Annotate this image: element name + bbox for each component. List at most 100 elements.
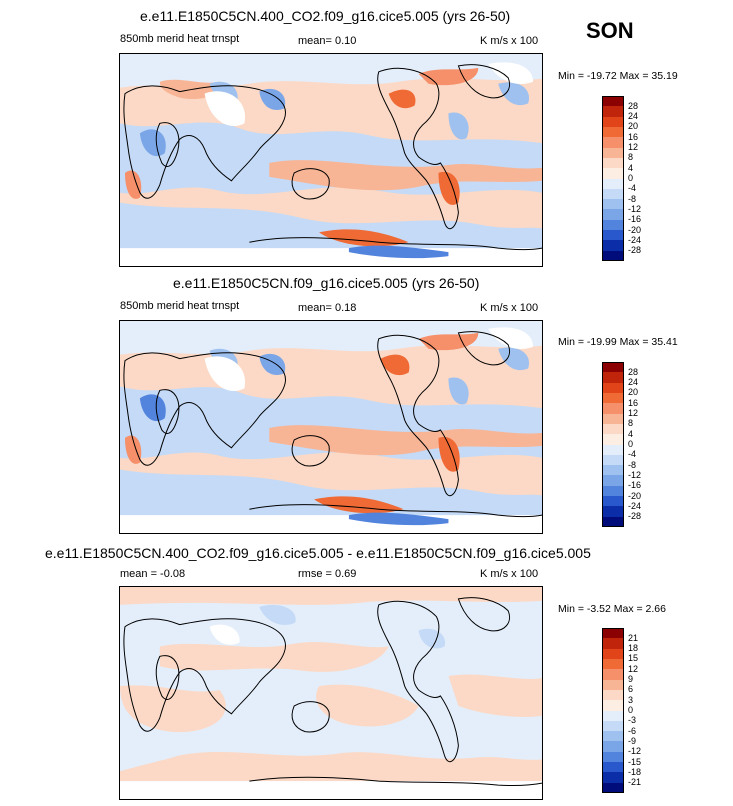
colorbar-swatch (602, 638, 624, 649)
colorbar-swatch (602, 648, 624, 660)
panel-3-left-label: mean = -0.08 (120, 568, 186, 580)
colorbar-swatch (602, 188, 624, 200)
colorbar-label: 12 (628, 663, 639, 674)
panel-2-center-label: mean= 0.18 (298, 302, 357, 314)
colorbar-label: 15 (628, 653, 639, 664)
colorbar-swatch (602, 219, 624, 231)
colorbar-swatch (602, 751, 624, 763)
colorbar-swatch (602, 230, 624, 241)
colorbar-label: 12 (628, 142, 639, 153)
colorbar-label: 28 (628, 100, 639, 111)
colorbar-label: -3 (628, 715, 637, 726)
colorbar-label: 21 (628, 632, 639, 643)
colorbar-swatch (602, 658, 624, 670)
colorbar-swatch (602, 96, 624, 107)
colorbar-label: 3 (628, 694, 634, 705)
colorbar-swatch (602, 168, 624, 179)
colorbar-swatch (602, 465, 624, 476)
colorbar-swatch (602, 403, 624, 414)
colorbar-swatch (602, 741, 624, 753)
colorbar-label: -18 (628, 766, 642, 777)
colorbar-label: 24 (628, 377, 639, 388)
colorbar-label: 0 (628, 705, 634, 715)
colorbar-swatch (602, 157, 624, 169)
colorbar-swatch (602, 628, 624, 639)
panel-1-title: e.e11.E1850C5CN.400_CO2.f09_g16.cice5.00… (140, 8, 511, 24)
colorbar-label: -9 (628, 735, 637, 746)
panel-3-center-label: rmse = 0.69 (298, 568, 357, 580)
panel-1-minmax: Min = -19.72 Max = 35.19 (558, 70, 678, 82)
colorbar-swatch (602, 762, 624, 773)
colorbar-swatch (602, 126, 624, 138)
colorbar-label: -28 (628, 245, 642, 256)
colorbar-label: 16 (628, 397, 639, 408)
panel-3-title: e.e11.E1850C5CN.400_CO2.f09_g16.cice5.00… (45, 545, 591, 561)
colorbar-swatch (602, 178, 624, 190)
panel-2-minmax: Min = -19.99 Max = 35.41 (558, 336, 678, 348)
colorbar-swatch (602, 382, 624, 394)
colorbar-label: 8 (628, 418, 634, 429)
colorbar-swatch (602, 250, 624, 262)
panel-2-map-field (120, 321, 542, 533)
colorbar-swatch (602, 147, 624, 159)
colorbar-swatch (602, 710, 624, 722)
colorbar-swatch (602, 444, 624, 456)
colorbar-swatch (602, 689, 624, 701)
panel-3-colorbar: 21 18 15 12 9 6 3 0 -3 -6 -9 -12 -15 -18 -21 (602, 628, 641, 794)
panel-1-left-label: 850mb merid heat trnspt (120, 33, 240, 45)
colorbar-swatch (602, 137, 624, 148)
colorbar-label: -8 (628, 459, 637, 470)
colorbar-swatch (602, 475, 624, 487)
colorbar-swatch (602, 772, 624, 783)
panel-1-map (119, 53, 543, 267)
colorbar-swatch (602, 116, 624, 128)
colorbar-swatch (602, 423, 624, 435)
colorbar-swatch (602, 496, 624, 507)
panel-3-map (119, 586, 543, 800)
colorbar-label: -6 (628, 725, 637, 736)
colorbar-label: -16 (628, 480, 642, 491)
colorbar-label: -15 (628, 756, 642, 767)
colorbar-label: 28 (628, 366, 639, 377)
panel-1-map-field (120, 54, 542, 266)
colorbar-swatch (602, 413, 624, 425)
colorbar-swatch (602, 731, 624, 742)
colorbar-swatch (602, 434, 624, 445)
colorbar-label: 20 (628, 387, 639, 398)
colorbar-swatch (602, 720, 624, 732)
panel-3-right-label: K m/s x 100 (480, 568, 539, 580)
colorbar-label: 20 (628, 121, 639, 132)
colorbar-swatch (602, 700, 624, 711)
colorbar-swatch (602, 372, 624, 383)
panel-2-colorbar: 28 24 20 16 12 8 4 0 -4 -8 -12 -16 -20 -24 -28 (602, 362, 641, 528)
panel-3-minmax: Min = -3.52 Max = 2.66 (558, 603, 666, 615)
colorbar-label: -8 (628, 193, 637, 204)
panel-2-right-label: K m/s x 100 (480, 302, 539, 314)
panel-1-center-label: mean= 0.10 (298, 35, 357, 47)
colorbar-label: 9 (628, 674, 634, 685)
colorbar-label: -28 (628, 511, 642, 522)
colorbar-swatch (602, 506, 624, 517)
colorbar-label: 0 (628, 173, 634, 183)
colorbar-label: 16 (628, 131, 639, 142)
panel-3-map-field (120, 587, 542, 799)
panel-2-title: e.e11.E1850C5CN.f09_g16.cice5.005 (yrs 2… (173, 275, 480, 291)
colorbar-label: -12 (628, 746, 642, 757)
colorbar-swatch (602, 209, 624, 221)
colorbar-label: -24 (628, 500, 642, 511)
panel-1-right-label: K m/s x 100 (480, 35, 539, 47)
colorbar-swatch (602, 199, 624, 210)
colorbar-label: -4 (628, 183, 637, 194)
colorbar-swatch (602, 485, 624, 497)
colorbar-swatch (602, 240, 624, 251)
colorbar-label: 24 (628, 111, 639, 122)
colorbar-swatch (602, 106, 624, 117)
colorbar-label: -4 (628, 449, 637, 460)
colorbar-label: -12 (628, 203, 642, 214)
panel-2-map (119, 320, 543, 534)
colorbar-label: 0 (628, 439, 634, 449)
colorbar-label: -24 (628, 234, 642, 245)
colorbar-label: 4 (628, 428, 634, 439)
panel-1-colorbar: 28 24 20 16 12 8 4 0 -4 -8 -12 -16 -20 -24 -28 (602, 96, 641, 262)
colorbar-label: 4 (628, 162, 634, 173)
